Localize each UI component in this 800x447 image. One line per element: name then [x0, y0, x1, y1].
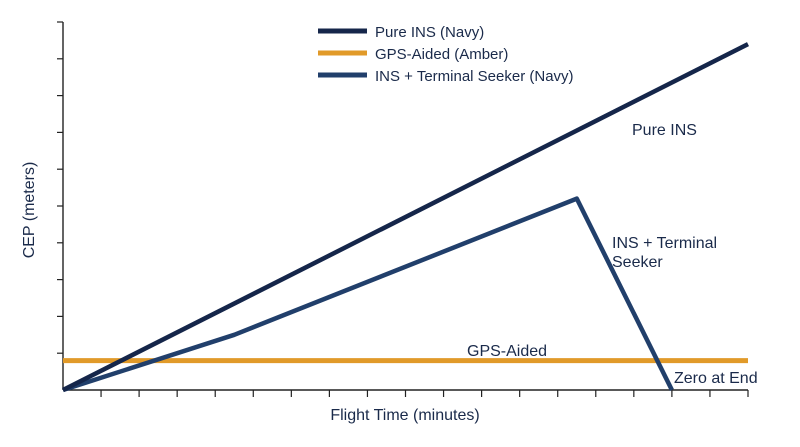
legend: Pure INS (Navy) GPS-Aided (Amber) INS + …: [318, 24, 574, 85]
annotation-pure-ins: Pure INS: [632, 122, 697, 139]
legend-label-ins-terminal-seeker: INS + Terminal Seeker (Navy): [375, 68, 574, 85]
annotation-gps-aided: GPS-Aided: [467, 343, 547, 360]
axes: [57, 21, 749, 397]
series-line-ins-terminal-seeker-navy: [62, 196, 674, 393]
annotation-ins-terminal-seeker: INS + Terminal Seeker: [612, 235, 717, 271]
legend-label-pure-ins: Pure INS (Navy): [375, 24, 484, 41]
annotation-zero-at-end: Zero at End: [674, 370, 758, 387]
legend-label-gps-aided: GPS-Aided (Amber): [375, 46, 508, 63]
x-axis-label: Flight Time (minutes): [330, 407, 479, 424]
series-layer: [61, 42, 750, 393]
series-line-pure-ins-navy: [61, 42, 750, 393]
y-axis-label: CEP (meters): [21, 162, 38, 259]
annotation-ins-terminal-seeker-line1: INS + Terminal: [612, 235, 717, 252]
annotation-ins-terminal-seeker-line2: Seeker: [612, 254, 663, 271]
